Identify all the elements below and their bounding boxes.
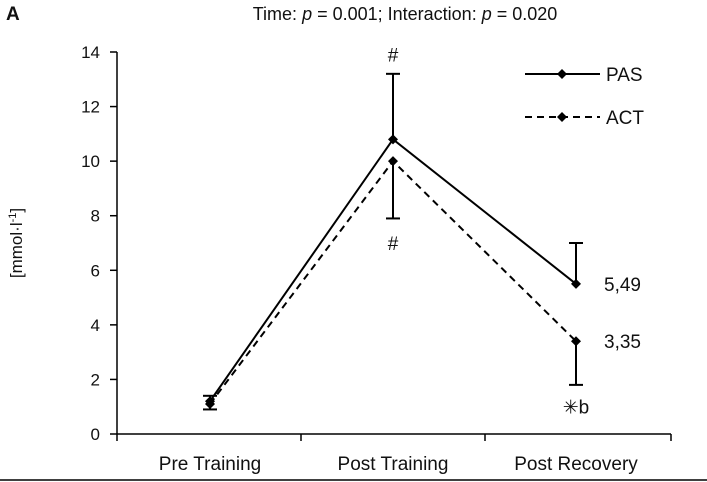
series-act	[203, 156, 583, 411]
y-tick-label: 0	[91, 425, 100, 444]
y-tick-label: 6	[91, 261, 100, 280]
data-point	[388, 134, 398, 145]
data-label: 5,49	[604, 275, 641, 296]
legend-marker	[557, 112, 567, 122]
data-point	[571, 278, 581, 289]
x-tick-label: Post Recovery	[514, 454, 638, 475]
y-tick-label: 4	[91, 316, 100, 335]
data-point	[205, 398, 215, 409]
y-tick-label: 12	[81, 98, 100, 117]
x-tick-label: Post Training	[338, 454, 449, 475]
y-tick-label: 14	[81, 43, 100, 62]
panel-label: A	[6, 4, 20, 25]
data-label: 3,35	[604, 332, 641, 353]
data-point	[388, 156, 398, 167]
data-label: #	[388, 46, 399, 67]
legend-label: ACT	[606, 108, 644, 129]
legend-marker	[557, 69, 567, 79]
y-axis-label: [mmol·l-1]	[7, 208, 26, 278]
y-tick-label: 2	[91, 370, 100, 389]
x-tick-label: Pre Training	[159, 454, 261, 475]
legend-label: PAS	[606, 65, 643, 86]
chart-title: Time: p = 0.001; Interaction: p = 0.020	[253, 4, 558, 24]
data-label: #	[388, 234, 399, 255]
series-pas	[203, 72, 583, 407]
y-tick-label: 8	[91, 207, 100, 226]
data-point	[571, 336, 581, 347]
y-tick-label: 10	[81, 152, 100, 171]
data-label: ✳b	[563, 398, 590, 419]
